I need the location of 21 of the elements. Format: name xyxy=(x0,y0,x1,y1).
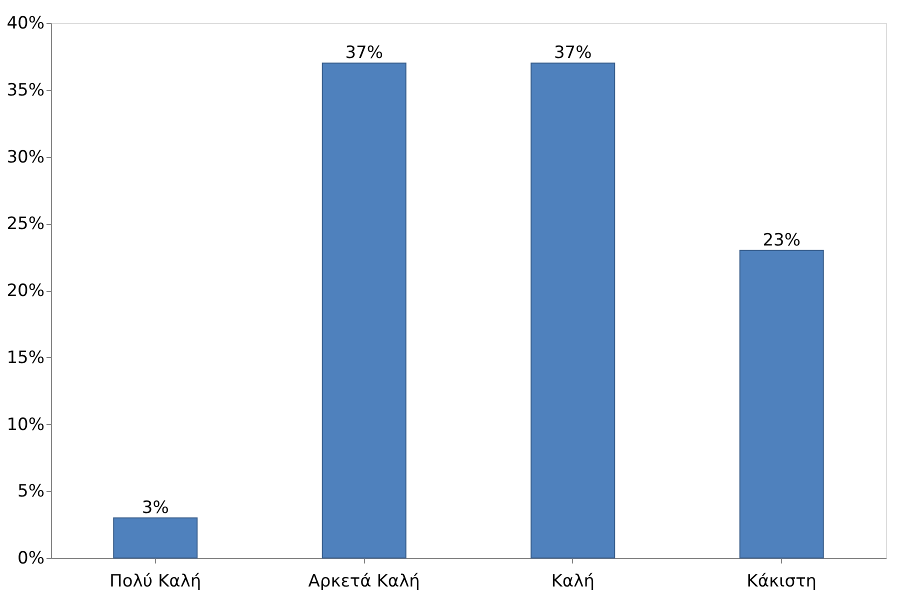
y-tick-label: 10% xyxy=(6,414,44,435)
data-label: 23% xyxy=(762,230,801,250)
x-tick-label: Καλή xyxy=(551,572,594,592)
y-tick-label: 30% xyxy=(6,147,44,168)
y-tick-label: 35% xyxy=(6,80,44,100)
bar xyxy=(322,62,406,558)
y-tick-label: 5% xyxy=(18,482,44,502)
y-tick-label: 0% xyxy=(18,548,44,568)
y-tick-label: 15% xyxy=(6,348,44,368)
bar xyxy=(113,517,198,558)
data-label: 37% xyxy=(345,43,384,64)
y-tick-label: 25% xyxy=(6,214,44,234)
y-tick-label: 20% xyxy=(6,281,44,301)
x-tick-label: Αρκετά Καλή xyxy=(308,572,420,592)
y-tick-label: 40% xyxy=(6,14,44,34)
data-label: 37% xyxy=(554,43,592,64)
data-label: 3% xyxy=(142,498,169,518)
x-tick-label: Κάκιστη xyxy=(746,572,817,592)
bar xyxy=(530,62,616,558)
x-tick-label: Πολύ Καλή xyxy=(110,572,202,592)
bar xyxy=(739,250,824,558)
